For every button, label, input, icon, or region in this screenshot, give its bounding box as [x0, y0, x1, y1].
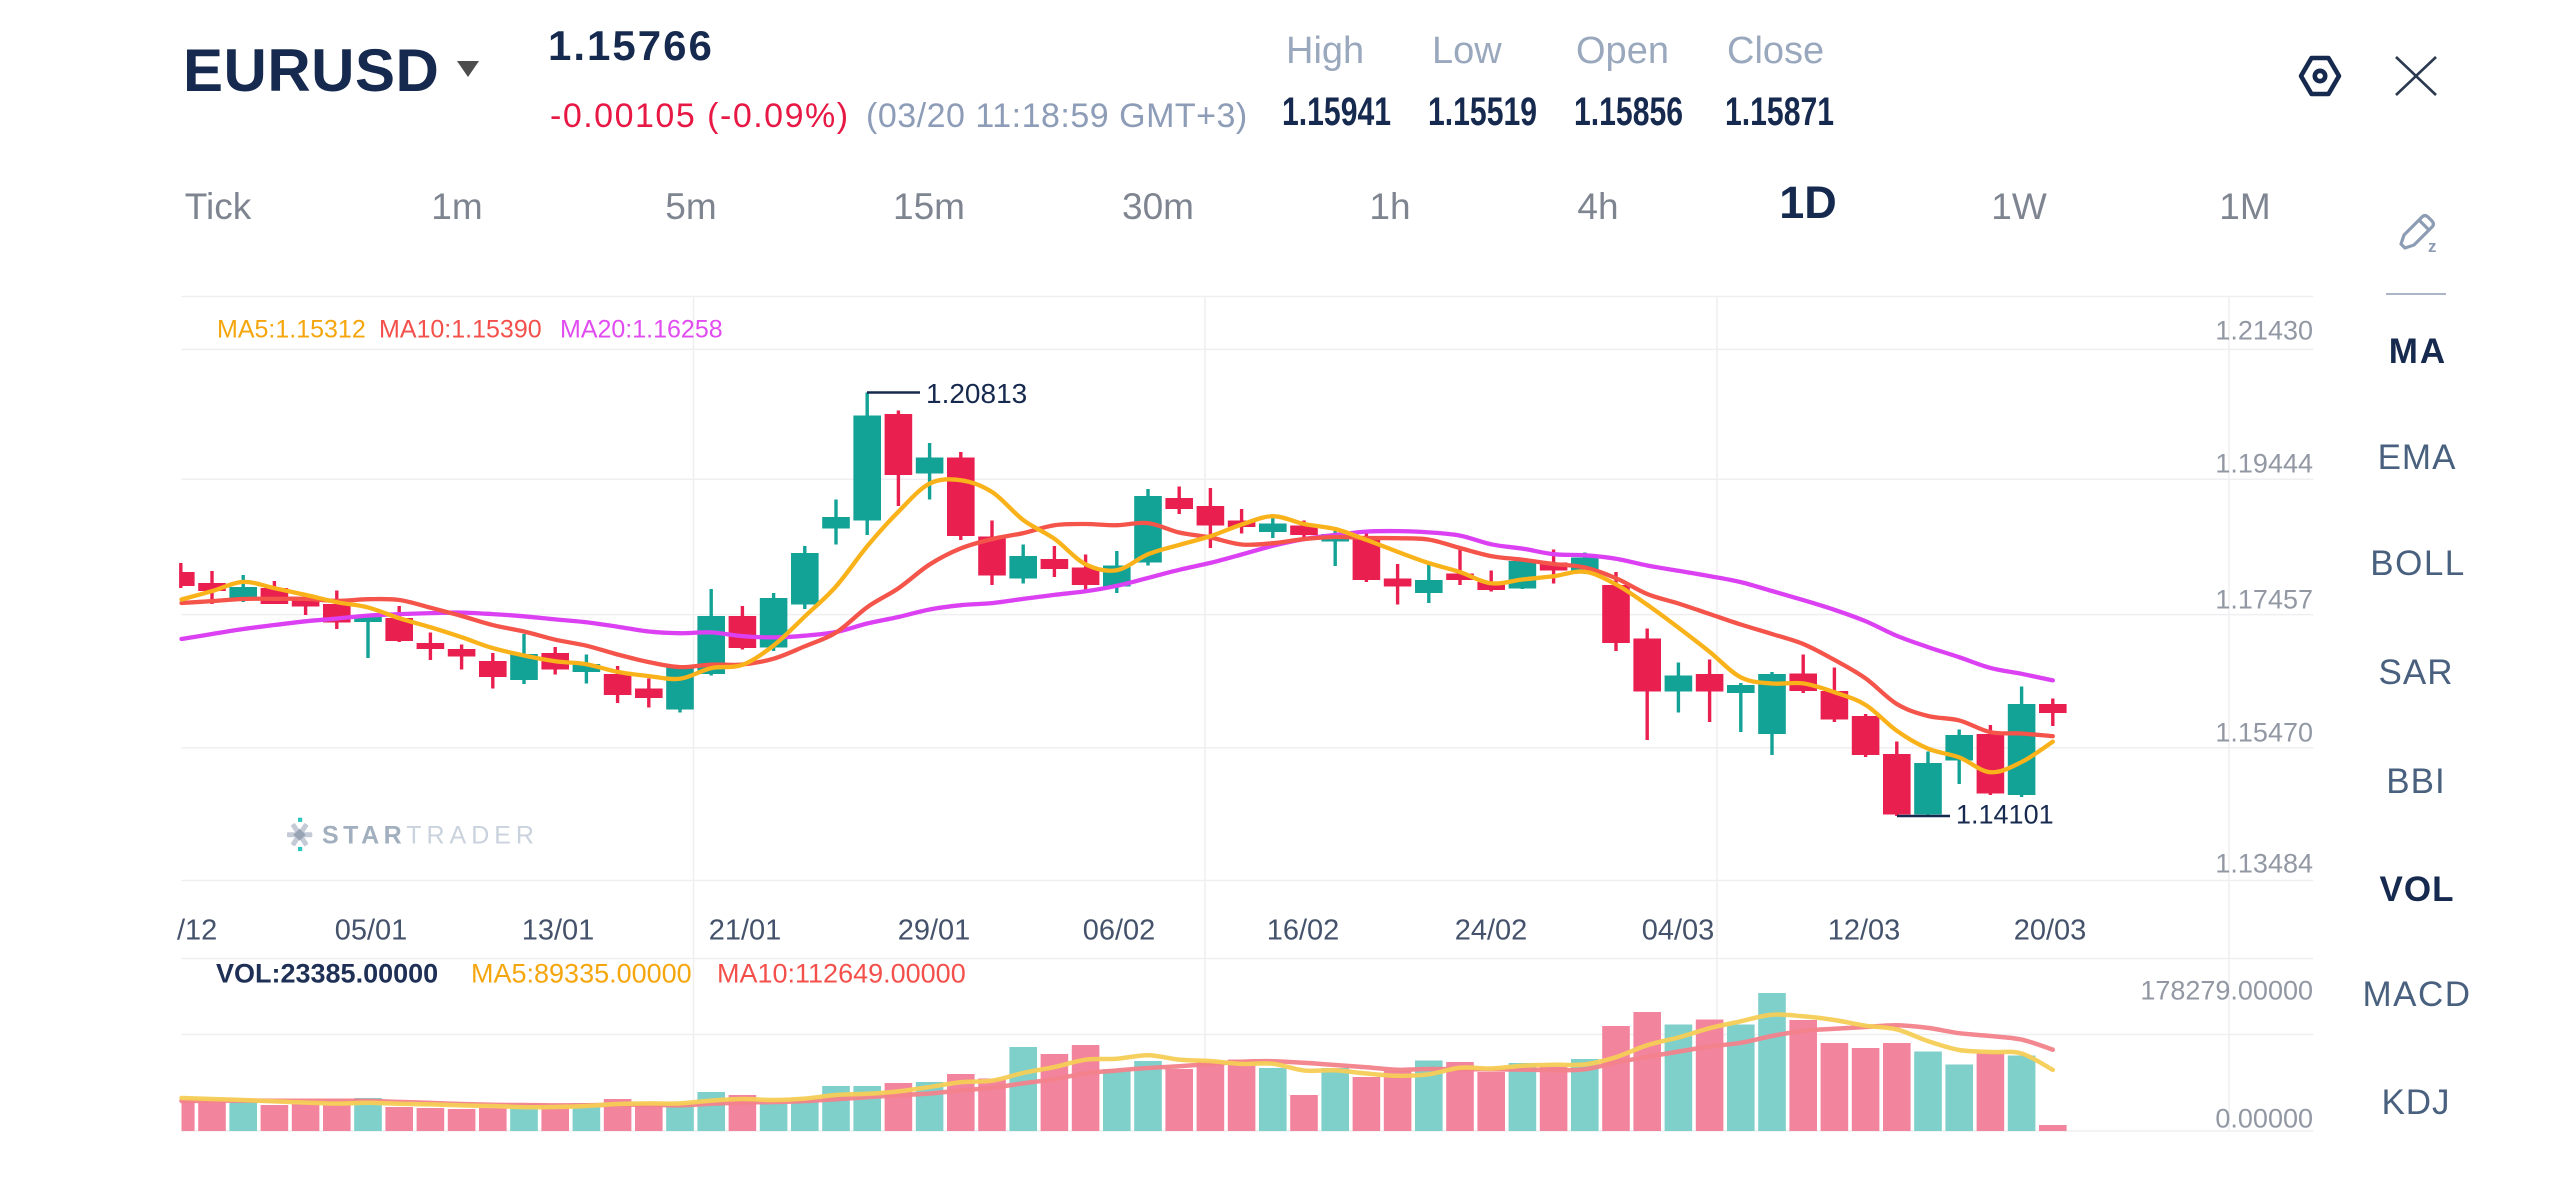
svg-text:z: z: [2428, 237, 2437, 253]
